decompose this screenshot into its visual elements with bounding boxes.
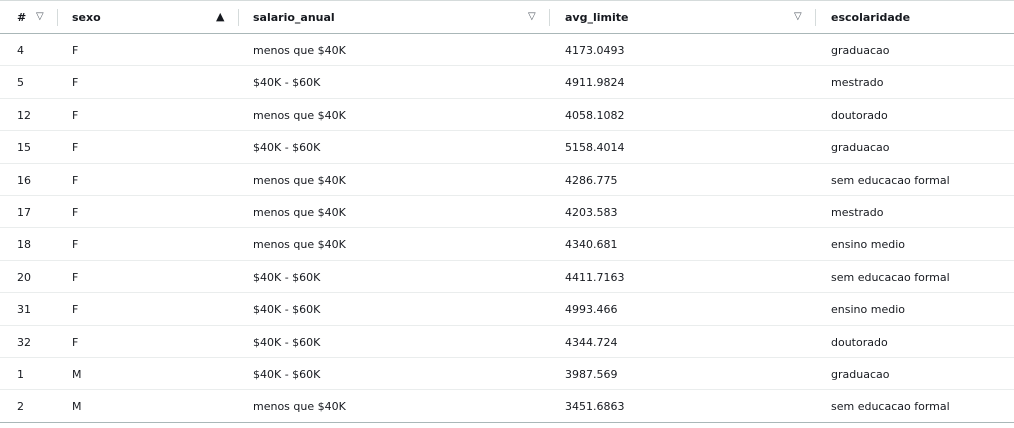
table-row[interactable]: 15 F $40K - $60K 5158.4014 graduacao (0, 131, 1014, 164)
sort-down-outline-icon[interactable]: ▽ (794, 11, 802, 22)
table-row[interactable]: 31 F $40K - $60K 4993.466 ensino medio (0, 293, 1014, 326)
cell-index: 31 (17, 303, 31, 317)
cell-escolaridade: doutorado (831, 335, 888, 349)
cell-salario-anual: menos que $40K (253, 173, 346, 187)
cell-salario-anual: menos que $40K (253, 44, 346, 57)
cell-escolaridade: sem educacao formal (831, 173, 950, 187)
cell-index: 16 (17, 173, 31, 187)
cell-escolaridade: doutorado (831, 108, 888, 122)
cell-escolaridade: ensino medio (831, 303, 905, 317)
cell-salario-anual: menos que $40K (253, 205, 346, 219)
cell-sexo: F (72, 173, 79, 187)
cell-sexo: F (72, 335, 79, 349)
cell-salario-anual: $40K - $60K (253, 367, 321, 381)
table-row[interactable]: 32 F $40K - $60K 4344.724 doutorado (0, 326, 1014, 358)
cell-avg-limite: 4911.9824 (565, 76, 625, 90)
table-row[interactable]: 20 F $40K - $60K 4411.7163 sem educacao … (0, 261, 1014, 294)
table-row[interactable]: 18 F menos que $40K 4340.681 ensino medi… (0, 228, 1014, 261)
cell-escolaridade: sem educacao formal (831, 270, 950, 284)
column-header-avg-limite[interactable]: avg_limite ▽ (550, 1, 815, 33)
cell-escolaridade: sem educacao formal (831, 400, 950, 414)
cell-index: 15 (17, 141, 31, 155)
column-header-label: sexo (72, 11, 101, 24)
cell-avg-limite: 3451.6863 (565, 400, 625, 414)
cell-salario-anual: $40K - $60K (253, 270, 321, 284)
cell-escolaridade: graduacao (831, 367, 890, 381)
table-row[interactable]: 1 M $40K - $60K 3987.569 graduacao (0, 358, 1014, 391)
cell-escolaridade: graduacao (831, 141, 890, 155)
cell-index: 17 (17, 205, 31, 219)
cell-sexo: F (72, 108, 79, 122)
column-divider[interactable] (57, 9, 58, 26)
column-divider[interactable] (549, 9, 550, 26)
cell-avg-limite: 4411.7163 (565, 270, 625, 284)
cell-escolaridade: graduacao (831, 44, 890, 57)
cell-salario-anual: $40K - $60K (253, 303, 321, 317)
cell-sexo: F (72, 205, 79, 219)
table-body: 4 F menos que $40K 4173.0493 graduacao 5… (0, 34, 1014, 423)
cell-salario-anual: menos que $40K (253, 108, 346, 122)
sort-down-outline-icon[interactable]: ▽ (36, 11, 44, 22)
table-row[interactable]: 16 F menos que $40K 4286.775 sem educaca… (0, 164, 1014, 196)
cell-salario-anual: $40K - $60K (253, 141, 321, 155)
cell-escolaridade: ensino medio (831, 238, 905, 252)
column-header-index[interactable]: # ▽ (0, 1, 57, 33)
cell-avg-limite: 4286.775 (565, 173, 618, 187)
cell-sexo: M (72, 400, 82, 414)
cell-index: 12 (17, 108, 31, 122)
table-row[interactable]: 17 F menos que $40K 4203.583 mestrado (0, 196, 1014, 229)
cell-sexo: F (72, 141, 79, 155)
cell-avg-limite: 4058.1082 (565, 108, 625, 122)
cell-sexo: F (72, 270, 79, 284)
cell-index: 5 (17, 76, 24, 90)
table-row[interactable]: 2 M menos que $40K 3451.6863 sem educaca… (0, 390, 1014, 422)
column-header-label: salario_anual (253, 11, 335, 24)
table-header: # ▽ sexo ▲ salario_anual ▽ avg_limite ▽ … (0, 1, 1014, 34)
table-row[interactable]: 4 F menos que $40K 4173.0493 graduacao (0, 34, 1014, 67)
sort-down-outline-icon[interactable]: ▽ (528, 11, 536, 22)
sort-up-filled-icon[interactable]: ▲ (216, 10, 225, 23)
cell-index: 4 (17, 44, 24, 57)
cell-sexo: F (72, 238, 79, 252)
cell-salario-anual: menos que $40K (253, 400, 346, 414)
cell-salario-anual: menos que $40K (253, 238, 346, 252)
cell-avg-limite: 4340.681 (565, 238, 618, 252)
cell-index: 18 (17, 238, 31, 252)
column-header-escolaridade[interactable]: escolaridade (816, 1, 1014, 33)
cell-escolaridade: mestrado (831, 76, 884, 90)
cell-index: 1 (17, 367, 24, 381)
cell-salario-anual: $40K - $60K (253, 76, 321, 90)
column-header-label: # (17, 11, 27, 24)
column-header-sexo[interactable]: sexo ▲ (58, 1, 238, 33)
cell-avg-limite: 4993.466 (565, 303, 618, 317)
cell-escolaridade: mestrado (831, 205, 884, 219)
cell-avg-limite: 4173.0493 (565, 44, 625, 57)
cell-avg-limite: 3987.569 (565, 367, 618, 381)
cell-avg-limite: 4203.583 (565, 205, 618, 219)
cell-sexo: F (72, 303, 79, 317)
column-divider[interactable] (238, 9, 239, 26)
cell-avg-limite: 5158.4014 (565, 141, 625, 155)
cell-index: 2 (17, 400, 24, 414)
column-divider[interactable] (815, 9, 816, 26)
cell-salario-anual: $40K - $60K (253, 335, 321, 349)
column-header-label: escolaridade (831, 11, 911, 24)
cell-sexo: M (72, 367, 82, 381)
table-row[interactable]: 12 F menos que $40K 4058.1082 doutorado (0, 99, 1014, 132)
table-row[interactable]: 5 F $40K - $60K 4911.9824 mestrado (0, 66, 1014, 99)
cell-index: 32 (17, 335, 31, 349)
cell-index: 20 (17, 270, 31, 284)
cell-sexo: F (72, 44, 79, 57)
column-header-salario-anual[interactable]: salario_anual ▽ (239, 1, 549, 33)
cell-avg-limite: 4344.724 (565, 335, 618, 349)
cell-sexo: F (72, 76, 79, 90)
column-header-label: avg_limite (565, 11, 629, 24)
